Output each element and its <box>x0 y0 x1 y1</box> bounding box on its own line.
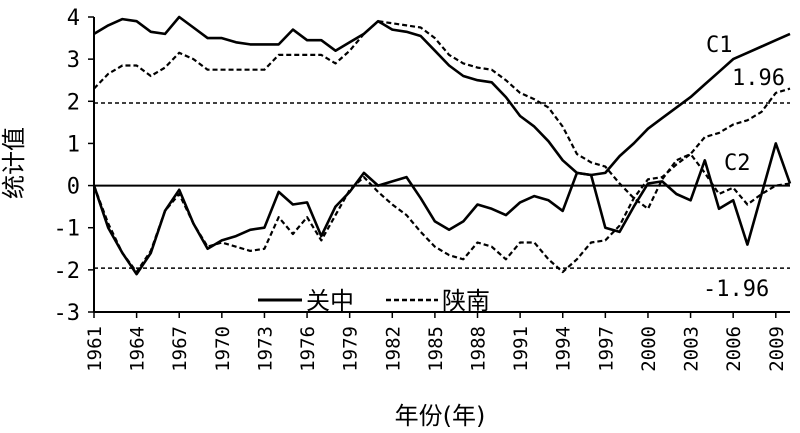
annotations: C1 C2 1.96 -1.96 <box>703 33 785 302</box>
reference-lines <box>94 102 790 269</box>
y-tick-label: -3 <box>54 301 81 326</box>
reference-label-negative: -1.96 <box>703 277 769 302</box>
x-tick-label: 2000 <box>638 326 660 372</box>
curve-label-c2: C2 <box>724 151 751 176</box>
y-tick-label: 1 <box>67 132 80 157</box>
x-tick-label: 1970 <box>212 326 234 372</box>
legend-label-guanzhong: 关中 <box>306 287 354 315</box>
legend: 关中 陕南 <box>258 287 490 315</box>
x-tick-label: 1979 <box>340 326 362 372</box>
x-tick-label: 1982 <box>382 326 404 372</box>
x-tick-label: 1973 <box>254 326 276 372</box>
reference-label-positive: 1.96 <box>732 66 785 91</box>
series-lines <box>92 15 792 276</box>
x-tick-label: 1961 <box>84 326 106 372</box>
x-tick-label: 1964 <box>127 326 149 372</box>
y-axis-title: 统计值 <box>0 127 28 199</box>
curve-label-c1: C1 <box>706 33 733 58</box>
y-tick-label: -1 <box>54 217 81 242</box>
x-tick-label: 1994 <box>553 326 575 372</box>
x-tick-label: 1967 <box>169 326 191 372</box>
axes <box>93 17 790 313</box>
series-guanzhong-c1-line <box>93 15 791 177</box>
y-tick-labels: 4 3 2 1 0 -1 -2 -3 <box>54 6 94 326</box>
x-tick-label: 2009 <box>766 326 788 372</box>
y-tick-label: 3 <box>67 48 80 73</box>
x-tick-label: 1985 <box>425 326 447 372</box>
y-tick-label: 4 <box>67 6 80 31</box>
y-tick-label: 2 <box>67 90 80 115</box>
legend-label-shaannan: 陕南 <box>442 287 490 315</box>
x-tick-label: 2006 <box>723 326 745 372</box>
x-axis-title: 年份(年) <box>395 402 486 430</box>
series-guanzhong-c2-line <box>92 142 792 276</box>
x-tick-label: 1976 <box>297 326 319 372</box>
x-tick-label: 2003 <box>681 326 703 372</box>
x-tick-label: 1988 <box>468 326 490 372</box>
x-tick-label: 1997 <box>595 326 617 372</box>
x-tick-labels: 1961 1964 1967 1970 1973 1976 1979 1982 1985 1988… <box>84 312 788 372</box>
x-tick-label: 1991 <box>510 326 532 372</box>
series-shaannan-c1-line <box>93 20 791 210</box>
y-tick-label: 0 <box>67 175 80 200</box>
series-shaannan-c2-line <box>92 152 791 274</box>
y-tick-label: -2 <box>54 259 81 284</box>
